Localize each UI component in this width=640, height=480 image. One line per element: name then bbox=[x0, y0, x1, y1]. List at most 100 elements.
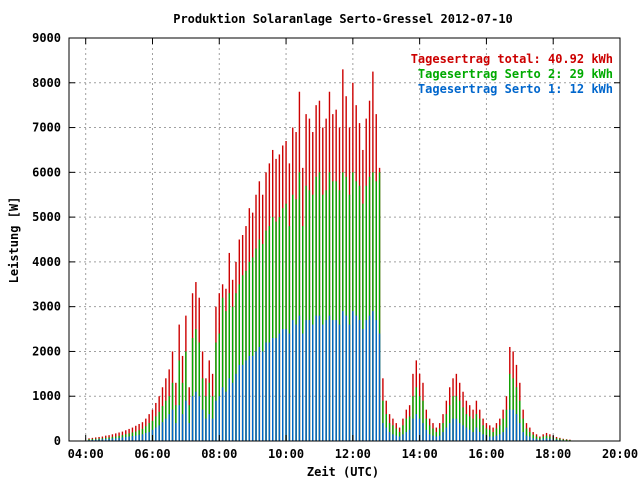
bar-serto-2 bbox=[198, 342, 200, 441]
bar-serto-1 bbox=[261, 351, 264, 441]
bar-serto-1 bbox=[535, 438, 538, 441]
bar-serto-1 bbox=[382, 423, 384, 441]
bar-serto-1 bbox=[238, 364, 241, 441]
bar-serto-1 bbox=[352, 311, 354, 441]
bar-serto-1 bbox=[101, 439, 104, 441]
bar-serto-1 bbox=[325, 320, 327, 441]
bar-serto-2 bbox=[188, 405, 190, 441]
bar-serto-1 bbox=[482, 434, 484, 441]
grid-lines bbox=[69, 38, 620, 441]
bar-serto-2 bbox=[495, 428, 498, 441]
bar-serto-1 bbox=[228, 378, 230, 441]
bar-serto-2 bbox=[485, 428, 488, 441]
bar-serto-2 bbox=[459, 400, 461, 441]
bar-serto-1 bbox=[302, 333, 304, 441]
bar-serto-1 bbox=[362, 329, 364, 441]
bar-serto-2 bbox=[532, 434, 534, 441]
bar-serto-2 bbox=[509, 373, 511, 441]
bar-serto-2 bbox=[238, 284, 241, 441]
bar-serto-1 bbox=[275, 338, 277, 441]
bar-serto-2 bbox=[469, 416, 471, 441]
bar-serto-1 bbox=[158, 425, 160, 441]
y-tick-label: 8000 bbox=[32, 76, 61, 90]
bar-serto-2 bbox=[178, 360, 180, 441]
bar-serto-1 bbox=[191, 396, 194, 441]
bar-serto-1 bbox=[438, 435, 441, 441]
bar-serto-1 bbox=[138, 434, 140, 441]
bar-serto-2 bbox=[325, 190, 327, 441]
bar-serto-2 bbox=[358, 185, 361, 441]
bar-serto-2 bbox=[428, 425, 431, 441]
bar-serto-1 bbox=[455, 418, 458, 441]
bar-serto-2 bbox=[265, 230, 267, 441]
bar-serto-2 bbox=[195, 329, 197, 441]
bar-serto-2 bbox=[181, 382, 184, 441]
bar-serto-1 bbox=[495, 435, 498, 441]
bar-serto-2 bbox=[345, 176, 347, 442]
bar-serto-1 bbox=[402, 434, 404, 441]
bar-serto-1 bbox=[405, 432, 407, 441]
bar-serto-1 bbox=[171, 409, 174, 441]
bar-serto-2 bbox=[248, 261, 251, 441]
bar-serto-2 bbox=[228, 293, 230, 441]
bar-serto-1 bbox=[288, 333, 291, 441]
bar-serto-1 bbox=[459, 423, 461, 441]
bar-serto-1 bbox=[525, 435, 528, 441]
bar-serto-1 bbox=[549, 438, 551, 441]
bar-serto-2 bbox=[525, 428, 528, 441]
bar-serto-2 bbox=[472, 418, 474, 441]
bar-serto-1 bbox=[509, 409, 511, 441]
bar-serto-1 bbox=[292, 320, 294, 441]
bar-serto-1 bbox=[305, 320, 307, 441]
bar-serto-1 bbox=[428, 434, 431, 441]
bar-serto-1 bbox=[121, 437, 124, 441]
bar-serto-2 bbox=[272, 217, 274, 441]
bar-serto-1 bbox=[465, 427, 468, 441]
bar-serto-1 bbox=[345, 315, 347, 441]
legend-entry: Tagesertrag Serto 1: 12 kWh bbox=[418, 82, 613, 96]
bar-serto-1 bbox=[245, 360, 247, 441]
bar-serto-1 bbox=[208, 414, 210, 441]
bar-serto-1 bbox=[278, 333, 281, 441]
bar-serto-1 bbox=[108, 438, 110, 441]
bar-serto-2 bbox=[275, 221, 277, 441]
bar-serto-2 bbox=[241, 275, 244, 441]
bar-serto-2 bbox=[408, 416, 411, 441]
y-tick-label: 3000 bbox=[32, 300, 61, 314]
bar-serto-1 bbox=[268, 342, 271, 441]
bar-serto-1 bbox=[148, 432, 150, 441]
bar-serto-1 bbox=[332, 320, 334, 441]
bar-serto-1 bbox=[469, 429, 471, 441]
bar-serto-1 bbox=[322, 324, 324, 441]
bar-serto-1 bbox=[489, 436, 491, 441]
bar-serto-1 bbox=[472, 432, 474, 441]
bar-serto-2 bbox=[368, 176, 371, 442]
bar-serto-1 bbox=[355, 315, 357, 441]
bar-serto-2 bbox=[285, 203, 287, 441]
x-tick-label: 20:00 bbox=[602, 447, 638, 461]
bar-serto-2 bbox=[482, 425, 484, 441]
x-axis-label: Zeit (UTC) bbox=[307, 465, 379, 479]
bar-serto-1 bbox=[282, 329, 284, 441]
bar-serto-2 bbox=[348, 194, 351, 441]
bar-serto-1 bbox=[272, 338, 274, 441]
bar-serto-2 bbox=[375, 181, 377, 442]
bar-serto-1 bbox=[312, 324, 314, 441]
bar-serto-1 bbox=[231, 382, 234, 441]
y-tick-label: 2000 bbox=[32, 344, 61, 358]
bar-serto-2 bbox=[522, 418, 524, 441]
bar-serto-1 bbox=[265, 342, 267, 441]
bar-serto-2 bbox=[208, 382, 210, 441]
bar-serto-1 bbox=[95, 439, 97, 441]
bar-serto-1 bbox=[475, 427, 478, 441]
bar-serto-1 bbox=[555, 439, 558, 441]
legend: Tagesertrag total: 40.92 kWhTagesertrag … bbox=[411, 52, 613, 96]
bar-serto-2 bbox=[322, 194, 324, 441]
bar-serto-2 bbox=[318, 172, 321, 442]
x-tick-label: 12:00 bbox=[335, 447, 371, 461]
bar-serto-1 bbox=[181, 414, 184, 441]
bar-serto-1 bbox=[118, 437, 120, 441]
bar-serto-1 bbox=[318, 315, 321, 441]
axis-ticks: 0 1000 2000 3000 4000 5000 6000 7000 8000 9000 04:… bbox=[32, 31, 638, 461]
